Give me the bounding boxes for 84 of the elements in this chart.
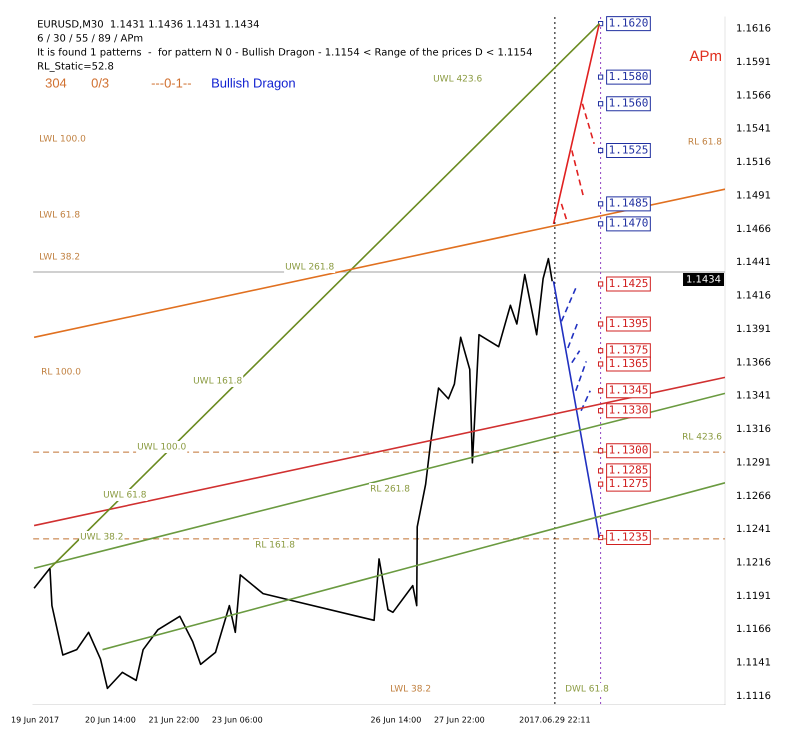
annotation: 0/3 xyxy=(91,76,110,91)
y-tick-label: 1.1291 xyxy=(736,457,772,468)
annotation: LWL 38.2 xyxy=(39,252,80,262)
annotation: UWL 61.8 xyxy=(103,490,147,500)
point xyxy=(598,408,604,414)
point xyxy=(598,482,604,487)
data-label: 1.1470 xyxy=(608,216,648,230)
data-label: 1.1345 xyxy=(608,384,648,397)
data-label: 1.1235 xyxy=(608,530,648,544)
annotation: APm xyxy=(690,48,722,66)
point xyxy=(598,388,604,394)
point xyxy=(598,448,604,454)
y-tick-label: 1.1166 xyxy=(736,624,772,636)
data-label: 1.1525 xyxy=(608,143,648,156)
y-tick-label: 1.1241 xyxy=(736,524,772,536)
x-tick-label: 26 Jun 14:00 xyxy=(370,715,422,724)
x-tick-label: 20 Jun 14:00 xyxy=(85,715,136,724)
annotation: Bullish Dragon xyxy=(211,76,296,91)
y-tick-label: 1.1616 xyxy=(736,24,772,35)
annotation: UWL 38.2 xyxy=(80,532,124,542)
y-tick-label: 1.1116 xyxy=(736,690,772,702)
point xyxy=(598,321,604,327)
point xyxy=(598,74,604,80)
data-label: 1.1300 xyxy=(608,444,648,457)
data-label: 1.1425 xyxy=(608,276,648,290)
data-label: 1.1375 xyxy=(608,344,648,357)
y-tick-label: 1.1591 xyxy=(736,56,772,68)
y-tick-label: 1.1141 xyxy=(736,658,772,669)
annotation: DWL 61.8 xyxy=(565,684,610,694)
point xyxy=(598,148,604,154)
x-tick-label: 19 Jun 2017 xyxy=(11,715,60,724)
point xyxy=(598,101,604,106)
data-label: 1.1395 xyxy=(608,316,648,330)
chart-title: EURUSD,M30 1.1431 1.1436 1.1431 1.1434 xyxy=(37,20,260,31)
annotation: LWL 100.0 xyxy=(39,134,86,144)
point xyxy=(598,468,604,474)
y-tick-label: 1.1316 xyxy=(736,424,772,436)
y-tick-label: 1.1366 xyxy=(736,357,772,368)
data-label: 1.1275 xyxy=(608,477,648,490)
annotation: UWL 100.0 xyxy=(137,442,186,452)
point xyxy=(598,361,604,367)
point xyxy=(598,221,604,227)
annotation: RL 423.6 xyxy=(682,432,722,442)
y-tick-label: 1.1466 xyxy=(736,224,772,235)
x-tick-label: 21 Jun 22:00 xyxy=(148,715,200,724)
point xyxy=(598,201,604,206)
annotation: It is found 1 patterns - for pattern N 0 - Bullish Dragon - 1.1154 < Range of the prices D < 1.1154 xyxy=(37,48,532,59)
data-label: 1.1620 xyxy=(608,16,648,30)
text: 6 / 30 / 55 / 89 / APm xyxy=(37,34,144,45)
annotation: UWL 261.8 xyxy=(285,262,334,272)
y-tick-label: 1.1491 xyxy=(736,190,772,202)
y-tick-label: 1.1541 xyxy=(736,124,772,135)
data-label: 1.1330 xyxy=(608,404,648,417)
y-tick-label: 1.1416 xyxy=(736,290,772,302)
data-label: 1.1285 xyxy=(608,464,648,477)
y-tick-label: 1.1516 xyxy=(736,157,772,168)
annotation: LWL 61.8 xyxy=(39,210,80,220)
point xyxy=(598,281,604,287)
y-tick-label: 1.1216 xyxy=(736,558,772,569)
y-tick-label: 1.1566 xyxy=(736,90,772,102)
annotation: RL 61.8 xyxy=(688,137,722,148)
x-tick-label: 27 Jun 22:00 xyxy=(434,715,485,724)
x-tick-label: 23 Jun 06:00 xyxy=(212,715,263,724)
y-tick-label: 1.1191 xyxy=(736,590,772,602)
annotation: RL_Static=52.8 xyxy=(37,62,114,73)
data-label: 1.1485 xyxy=(608,196,648,210)
point xyxy=(598,348,604,354)
annotation: 304 xyxy=(45,76,67,91)
y-tick-label: 1.1341 xyxy=(736,390,772,402)
annotation: UWL 423.6 xyxy=(433,74,482,84)
y-tick-label: 1.1441 xyxy=(736,257,772,268)
x-tick-label: 2017.06.29 22:11 xyxy=(519,715,591,724)
annotation: RL 161.8 xyxy=(255,540,296,550)
annotation: RL 100.0 xyxy=(41,367,82,378)
data-label: 1.1365 xyxy=(608,356,648,370)
annotation: LWL 38.2 xyxy=(390,684,432,694)
y-tick-label: 1.1391 xyxy=(736,324,772,335)
annotation: RL 261.8 xyxy=(370,484,410,494)
y-tick-label: 1.1266 xyxy=(736,490,772,502)
annotation: ---0-1-- xyxy=(151,76,192,91)
data-label: 1.1580 xyxy=(608,70,648,83)
ref-line-label: 1.1434 xyxy=(686,274,722,286)
annotation: UWL 161.8 xyxy=(193,376,242,386)
data-label: 1.1560 xyxy=(608,96,648,110)
